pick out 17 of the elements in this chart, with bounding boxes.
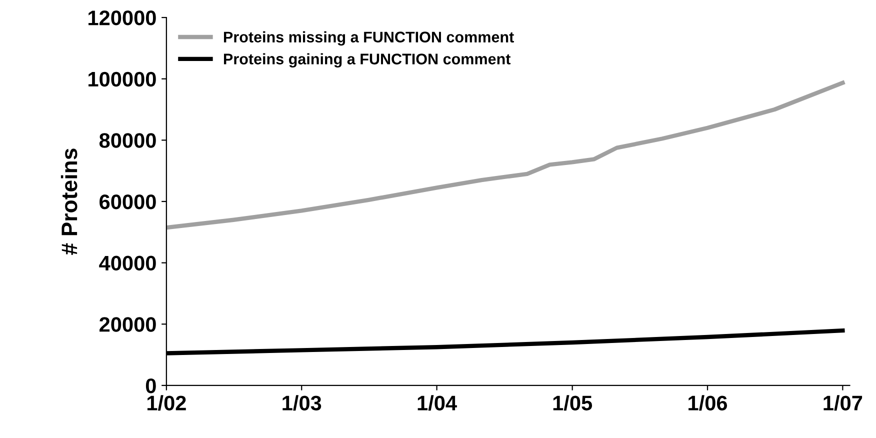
x-tick-label: 1/07 bbox=[824, 395, 862, 411]
x-tick-label: 1/06 bbox=[688, 395, 728, 411]
x-tick-label: 1/02 bbox=[147, 395, 186, 411]
y-tick-label: 100000 bbox=[88, 72, 156, 87]
x-tick-label: 1/03 bbox=[282, 395, 322, 411]
y-tick-label: 40000 bbox=[99, 256, 156, 271]
x-tick-label: 1/04 bbox=[418, 395, 457, 411]
y-tick-label: 0 bbox=[146, 378, 156, 394]
line-series bbox=[166, 80, 845, 230]
x-tick-label: 1/05 bbox=[553, 395, 592, 411]
y-tick-label: 80000 bbox=[99, 133, 156, 148]
legend-label: Proteins gaining a FUNCTION comment bbox=[224, 53, 511, 68]
legend-label: Proteins missing a FUNCTION comment bbox=[224, 31, 514, 46]
y-tick-label: 120000 bbox=[88, 10, 156, 26]
y-axis-title: # Proteins bbox=[60, 148, 78, 255]
y-tick-label: 20000 bbox=[100, 317, 156, 332]
y-tick-label: 60000 bbox=[100, 194, 156, 210]
